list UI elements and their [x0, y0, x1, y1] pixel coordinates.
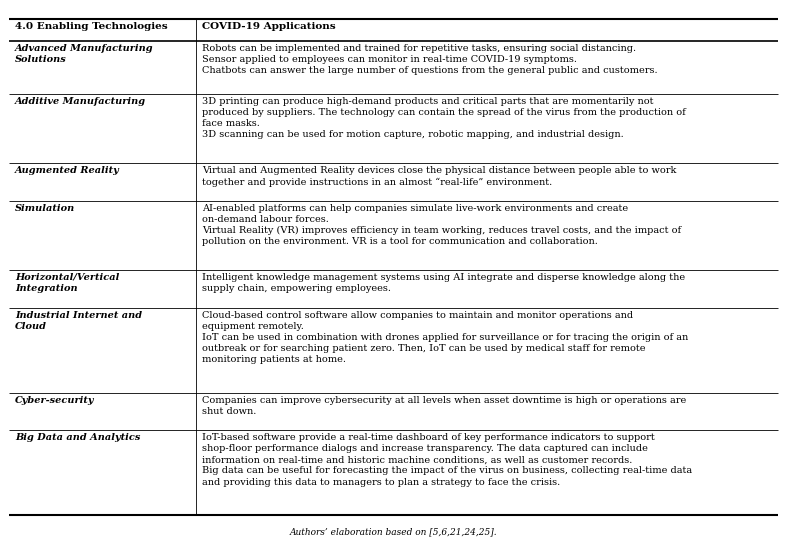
Text: Augmented Reality: Augmented Reality [15, 166, 120, 175]
Text: Additive Manufacturing: Additive Manufacturing [15, 97, 146, 106]
Text: COVID-19 Applications: COVID-19 Applications [201, 22, 335, 31]
Text: Companies can improve cybersecurity at all levels when asset downtime is high or: Companies can improve cybersecurity at a… [201, 395, 685, 415]
Text: 3D printing can produce high-demand products and critical parts that are momenta: 3D printing can produce high-demand prod… [201, 97, 685, 140]
Text: Cloud-based control software allow companies to maintain and monitor operations : Cloud-based control software allow compa… [201, 311, 688, 364]
Text: Authors’ elaboration based on [5,6,21,24,25].: Authors’ elaboration based on [5,6,21,24… [290, 527, 497, 537]
Text: Robots can be implemented and trained for repetitive tasks, ensuring social dist: Robots can be implemented and trained fo… [201, 44, 657, 75]
Text: Big Data and Analytics: Big Data and Analytics [15, 433, 140, 442]
Text: Industrial Internet and
Cloud: Industrial Internet and Cloud [15, 311, 142, 331]
Text: Simulation: Simulation [15, 204, 76, 213]
Text: Horizontal/Vertical
Integration: Horizontal/Vertical Integration [15, 273, 120, 293]
Text: Cyber-security: Cyber-security [15, 395, 94, 405]
Text: AI-enabled platforms can help companies simulate live-work environments and crea: AI-enabled platforms can help companies … [201, 204, 681, 246]
Text: IoT-based software provide a real-time dashboard of key performance indicators t: IoT-based software provide a real-time d… [201, 433, 692, 486]
Text: 4.0 Enabling Technologies: 4.0 Enabling Technologies [15, 22, 168, 31]
Text: Advanced Manufacturing
Solutions: Advanced Manufacturing Solutions [15, 44, 153, 64]
Text: Intelligent knowledge management systems using AI integrate and disperse knowled: Intelligent knowledge management systems… [201, 273, 685, 293]
Text: Virtual and Augmented Reality devices close the physical distance between people: Virtual and Augmented Reality devices cl… [201, 166, 676, 187]
